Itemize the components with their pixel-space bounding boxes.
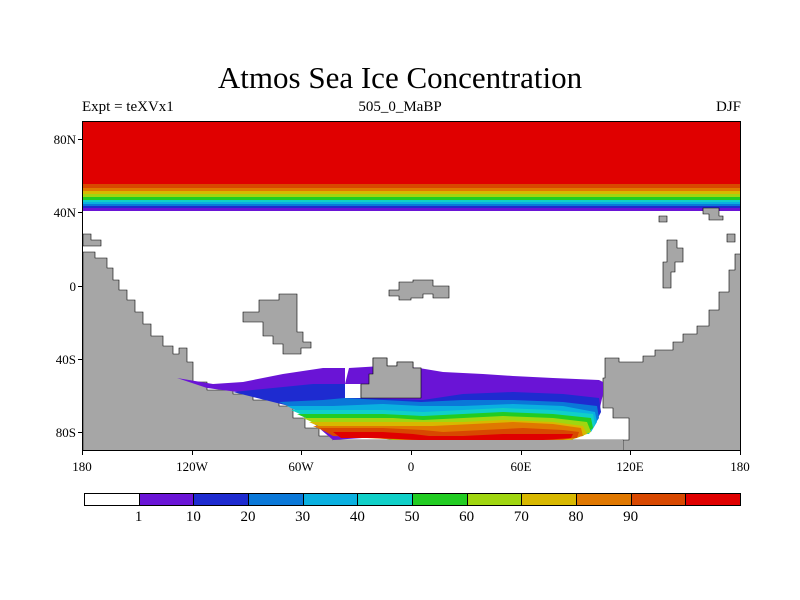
x-label-120e: 120E — [616, 459, 644, 474]
x-tick-60e — [521, 451, 522, 455]
colorbar-label: 70 — [513, 509, 529, 525]
arctic-ice-70 — [83, 191, 740, 194]
x-tick-0 — [411, 451, 412, 455]
x-tick-180e — [740, 451, 741, 455]
map-canvas — [83, 122, 740, 450]
arctic-ice-20 — [83, 204, 740, 206]
colorbar-swatch — [576, 493, 632, 506]
colorbar — [84, 493, 741, 506]
y-label-40s: 40S — [55, 352, 76, 367]
land-island-east — [662, 239, 684, 289]
arctic-ice-60 — [83, 194, 740, 197]
south-ice-red — [333, 432, 573, 440]
x-label-0: 0 — [407, 459, 415, 474]
colorbar-swatch — [466, 493, 523, 506]
arctic-ice-50 — [83, 197, 740, 200]
x-label-180e: 180 — [730, 459, 750, 474]
colorbar-label: 1 — [134, 509, 143, 525]
x-label-180w: 180 — [72, 459, 92, 474]
colorbar-label: 40 — [349, 509, 365, 525]
y-tick-0 — [78, 286, 82, 287]
y-label-80n: 80N — [53, 132, 76, 147]
colorbar-label: 20 — [240, 509, 256, 525]
colorbar-swatch — [193, 493, 249, 506]
colorbar-swatch — [302, 493, 359, 506]
colorbar-swatch — [138, 493, 195, 506]
colorbar-label: 60 — [459, 509, 475, 525]
land-island-south-central-top — [360, 357, 422, 399]
land-small-east-3 — [726, 233, 736, 243]
land-island-west — [242, 293, 312, 355]
land-strip-south — [333, 440, 623, 450]
x-tick-180w — [82, 451, 83, 455]
time-period-label: 505_0_MaBP — [358, 99, 442, 115]
colorbar-label: 90 — [623, 509, 639, 525]
y-label-80s: 80S — [55, 425, 76, 440]
y-tick-40s — [78, 359, 82, 360]
arctic-ice-40 — [83, 200, 740, 202]
y-tick-80n — [78, 139, 82, 140]
southern-ice — [177, 366, 603, 440]
map-plot-area — [82, 121, 741, 451]
x-tick-120w — [192, 451, 193, 455]
x-label-60w: 60W — [288, 459, 314, 474]
arctic-ice-10 — [83, 206, 740, 208]
arctic-ice-90 — [83, 184, 740, 188]
x-label-120w: 120W — [176, 459, 208, 474]
land-small-east-2 — [658, 215, 668, 223]
colorbar-label: 30 — [295, 509, 311, 525]
land-island-central — [388, 279, 450, 301]
colorbar-swatch — [685, 493, 741, 506]
land-west-continent — [83, 251, 624, 450]
experiment-label: Expt = teXVx1 — [82, 99, 174, 115]
map-title: Atmos Sea Ice Concentration — [217, 60, 583, 95]
x-label-60e: 60E — [510, 459, 532, 474]
arctic-ice-1 — [83, 208, 740, 211]
land-small-east-1 — [702, 207, 724, 221]
y-label-40n: 40N — [53, 205, 76, 220]
arctic-ice-red — [83, 122, 740, 184]
land-small-nw — [83, 233, 102, 247]
colorbar-swatch — [630, 493, 687, 506]
y-label-0: 0 — [69, 279, 77, 294]
colorbar-label: 80 — [568, 509, 584, 525]
colorbar-swatch — [521, 493, 577, 506]
land-east-continent — [602, 253, 740, 450]
colorbar-swatch — [248, 493, 304, 506]
colorbar-swatch — [357, 493, 413, 506]
arctic-ice-80 — [83, 188, 740, 191]
season-label: DJF — [715, 99, 741, 115]
y-tick-80s — [78, 432, 82, 433]
x-tick-120e — [630, 451, 631, 455]
y-tick-40n — [78, 212, 82, 213]
arctic-ice-30 — [83, 202, 740, 204]
colorbar-swatch — [412, 493, 468, 506]
colorbar-swatch — [84, 493, 140, 506]
colorbar-label: 10 — [185, 509, 201, 525]
colorbar-label: 50 — [404, 509, 420, 525]
x-tick-60w — [301, 451, 302, 455]
